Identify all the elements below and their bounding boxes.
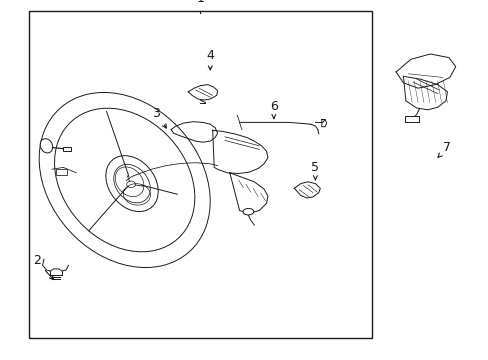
Text: 2: 2 — [33, 255, 53, 280]
Bar — [404, 116, 418, 122]
Ellipse shape — [40, 139, 53, 153]
Bar — [29, 11, 371, 338]
Ellipse shape — [55, 108, 194, 252]
Text: 5: 5 — [311, 161, 319, 180]
Text: 6: 6 — [269, 100, 277, 119]
Text: 1: 1 — [196, 0, 204, 5]
Text: 4: 4 — [206, 49, 214, 70]
Ellipse shape — [243, 208, 253, 215]
Bar — [62, 147, 71, 151]
Text: 7: 7 — [437, 141, 450, 157]
Ellipse shape — [105, 156, 158, 212]
Bar — [56, 169, 67, 175]
Text: 3: 3 — [152, 107, 166, 128]
